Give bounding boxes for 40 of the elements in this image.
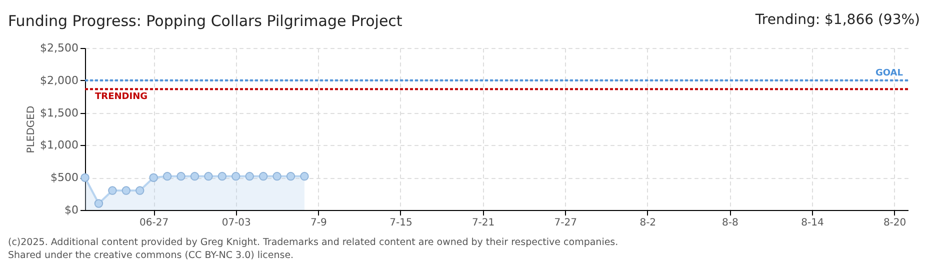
x-tick-label: 8-14: [801, 218, 824, 228]
x-tick-label: 7-21: [472, 218, 495, 228]
point: [204, 172, 213, 181]
y-tick-label: $2,000: [40, 74, 78, 87]
x-tick-label: 8-20: [883, 218, 906, 228]
point: [245, 172, 254, 181]
point: [94, 199, 104, 208]
x-tick-label: 06-27: [140, 218, 169, 228]
point: [122, 186, 131, 195]
ref-line-label: TRENDING: [95, 92, 148, 102]
text: (c)2025. Additional content provided by Greg Knight. Trademarks and related content are owned by their respective companies.: [8, 236, 618, 249]
y-tick-label: $1,500: [40, 106, 78, 120]
y-tick-label: $500: [50, 171, 78, 184]
x-tick-label: 07-03: [222, 218, 251, 228]
y-axis-title: PLEDGED: [26, 106, 38, 154]
point: [108, 186, 117, 195]
point: [258, 172, 268, 181]
point: [149, 173, 158, 182]
chart-subtitle: Trending: $1,866 (93%): [755, 12, 920, 28]
point: [190, 172, 200, 181]
point: [176, 172, 186, 181]
x-tick-label: 8-2: [640, 218, 656, 228]
y-tick-label: $0: [64, 204, 78, 216]
point: [286, 172, 296, 181]
x-tick-label: 7-9: [310, 218, 327, 228]
point: [300, 172, 309, 181]
ref-line-label: GOAL: [876, 68, 904, 78]
text: Shared under the creative commons (CC BY-NC 3.0) license.: [8, 249, 295, 262]
point: [162, 172, 172, 181]
point: [272, 172, 282, 181]
point: [135, 186, 144, 195]
y-tick-label: $1,000: [40, 138, 78, 152]
point: [232, 172, 240, 181]
point: [218, 172, 227, 181]
x-tick-label: 7-27: [554, 218, 577, 228]
x-tick-label: 8-8: [722, 218, 738, 228]
x-tick-label: 7-15: [390, 218, 412, 228]
point: [80, 173, 90, 182]
y-tick-label: $2,500: [40, 42, 78, 54]
chart-title: Funding Progress: Popping Collars Pilgrimage Project: [8, 12, 402, 30]
